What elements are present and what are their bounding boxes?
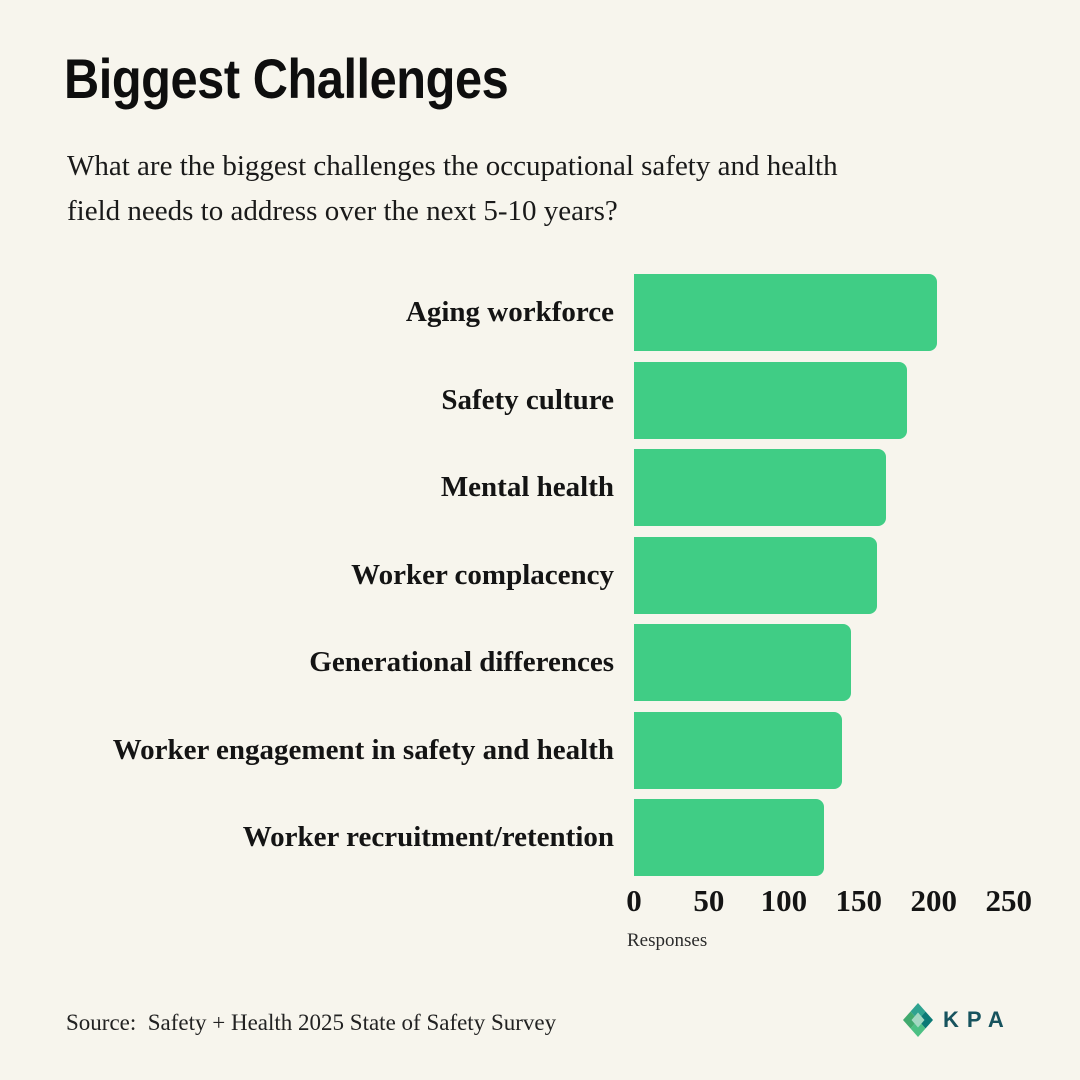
bar-aging-workforce [634, 274, 937, 351]
bar-label-safety-culture: Safety culture [441, 383, 614, 416]
kpa-diamond-icon [903, 1003, 933, 1037]
chart-subtitle-line-2: field needs to address over the next 5-1… [67, 195, 618, 227]
x-tick-0: 0 [626, 883, 642, 918]
x-tick-50: 50 [693, 883, 725, 918]
bar-label-worker-complacency: Worker complacency [351, 558, 614, 591]
bar-worker-engagement-in-safety-and-health [634, 711, 843, 789]
bar-label-worker-engagement-in-safety-and-health: Worker engagement in safety and health [112, 733, 614, 766]
bar-label-aging-workforce: Aging workforce [405, 296, 614, 328]
bar-label-worker-recruitment-retention: Worker recruitment/retention [242, 821, 614, 853]
chart-subtitle-line-1: What are the biggest challenges the occu… [67, 150, 838, 182]
source-note: Source: Safety + Health 2025 State of Sa… [66, 1010, 557, 1035]
bar-safety-culture [634, 361, 907, 439]
kpa-logo: KPA [903, 1002, 1012, 1038]
page-title: Biggest Challenges [64, 47, 509, 110]
x-tick-250: 250 [985, 883, 1032, 918]
bar-worker-recruitment-retention [634, 799, 825, 876]
bar-label-generational-differences: Generational differences [309, 646, 614, 678]
x-axis-label: Responses [627, 930, 708, 951]
x-tick-150: 150 [835, 883, 883, 918]
kpa-wordmark: KPA [943, 1007, 1012, 1032]
bar-mental-health [634, 449, 886, 526]
bar-worker-complacency [634, 536, 877, 614]
bar-label-mental-health: Mental health [440, 471, 614, 503]
bar-generational-differences [634, 624, 852, 701]
x-tick-100: 100 [760, 883, 808, 918]
x-tick-200: 200 [910, 883, 958, 918]
